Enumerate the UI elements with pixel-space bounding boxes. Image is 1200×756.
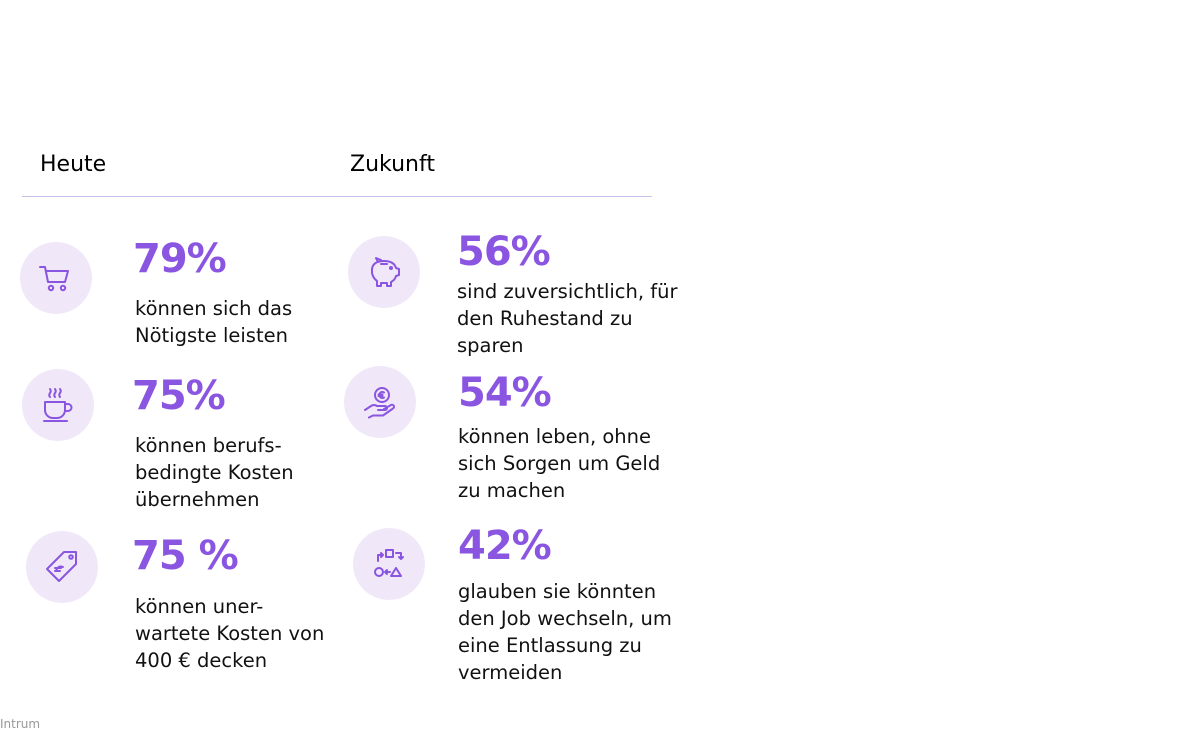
desc-line: sich Sorgen um Geld [458,452,661,475]
stat-percent: 75% [132,373,226,419]
stat-description: können berufs- bedingte Kosten übernehme… [135,432,365,513]
price-tag-icon [26,531,98,603]
desc-line: den Job wechseln, um [458,607,672,630]
stat-description: glauben sie könnten den Job wechseln, um… [458,578,688,686]
stat-percent: 79% [133,236,227,282]
desc-line: übernehmen [135,488,260,511]
shapes-switch-icon [353,528,425,600]
desc-line: wartete Kosten von [135,622,325,645]
stat-percent: 54% [458,370,552,416]
coffee-cup-icon [22,369,94,441]
desc-line: können uner- [135,595,264,618]
desc-line: eine Entlassung zu [458,634,642,657]
stat-percent: 56% [457,229,551,275]
header-today: Heute [40,152,107,177]
header-future: Zukunft [350,152,435,177]
shopping-cart-icon [20,242,92,314]
stat-description: sind zuversichtlich, für den Ruhestand z… [457,278,687,359]
desc-line: glauben sie könnten [458,580,657,603]
desc-line: können berufs- [135,434,282,457]
piggy-bank-icon [348,236,420,308]
stat-description: können leben, ohne sich Sorgen um Geld z… [458,423,688,504]
desc-line: sparen [457,334,524,357]
source-credit: Intrum [0,717,41,731]
desc-line: bedingte Kosten [135,461,294,484]
stat-percent: 42% [458,523,552,569]
desc-line: vermeiden [458,661,563,684]
desc-line: zu machen [458,479,566,502]
stat-description: können sich das Nötigste leisten [135,295,365,349]
desc-line: Nötigste leisten [135,324,288,347]
header-divider [22,196,652,197]
desc-line: den Ruhestand zu [457,307,633,330]
desc-line: 400 € decken [135,649,268,672]
stat-description: können uner- wartete Kosten von 400 € de… [135,593,365,674]
desc-line: können leben, ohne [458,425,651,448]
desc-line: sind zuversichtlich, für [457,280,678,303]
hand-coin-icon [344,366,416,438]
desc-line: können sich das [135,297,293,320]
stat-percent: 75 % [132,533,239,579]
